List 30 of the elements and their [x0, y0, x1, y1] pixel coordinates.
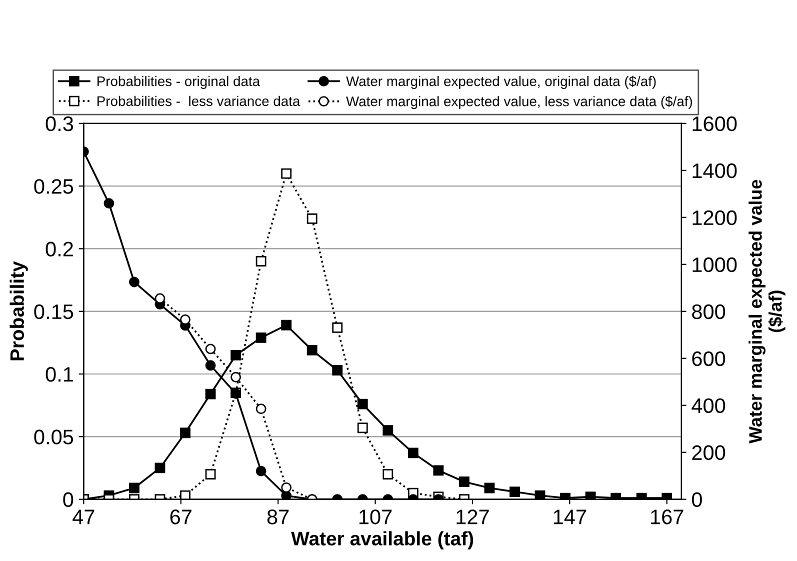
x-tick-label: 67	[170, 510, 192, 524]
x-axis-title: Water available (taf)	[291, 531, 474, 550]
y-tick-label: 0.1	[46, 367, 73, 382]
legend-label: Water marginal expected value, less variance data ($/af)	[346, 96, 692, 110]
y2-tick-label: 400	[692, 398, 726, 414]
x-tick-label: 167	[651, 510, 684, 524]
y2-tick-label: 600	[692, 351, 726, 366]
y-tick-label: 0.3	[46, 116, 74, 132]
x-tick-label: 127	[456, 510, 489, 524]
y2-tick-label: 1200	[692, 210, 737, 226]
legend-label: Water marginal expected value, original data ($/af)	[346, 76, 656, 89]
y2-tick-label: 200	[692, 445, 726, 460]
y-tick-label: 0	[63, 492, 74, 508]
y-axis-title: Probability	[10, 261, 28, 360]
x-tick-label: 87	[267, 510, 289, 524]
y-tick-label: 0.15	[34, 304, 74, 320]
y2-tick-label: 1600	[692, 116, 737, 132]
y2-tick-label: 0	[692, 492, 702, 508]
legend-label: Probabilities - less variance data	[98, 96, 300, 106]
x-tick-label: 107	[359, 510, 392, 524]
y-tick-label: 0.25	[34, 179, 74, 194]
y2-tick-label: 800	[692, 304, 726, 320]
legend-label: Probabilities - original data	[98, 76, 260, 89]
y2-tick-label: 1000	[692, 257, 737, 272]
y-tick-label: 0.2	[46, 242, 73, 256]
y2-axis-title: Water marginal expected value ($/af)	[748, 180, 786, 444]
y-tick-label: 0.05	[34, 430, 74, 444]
y2-tick-label: 1400	[692, 163, 737, 178]
x-tick-label: 147	[554, 510, 586, 524]
x-tick-label: 47	[72, 510, 94, 524]
